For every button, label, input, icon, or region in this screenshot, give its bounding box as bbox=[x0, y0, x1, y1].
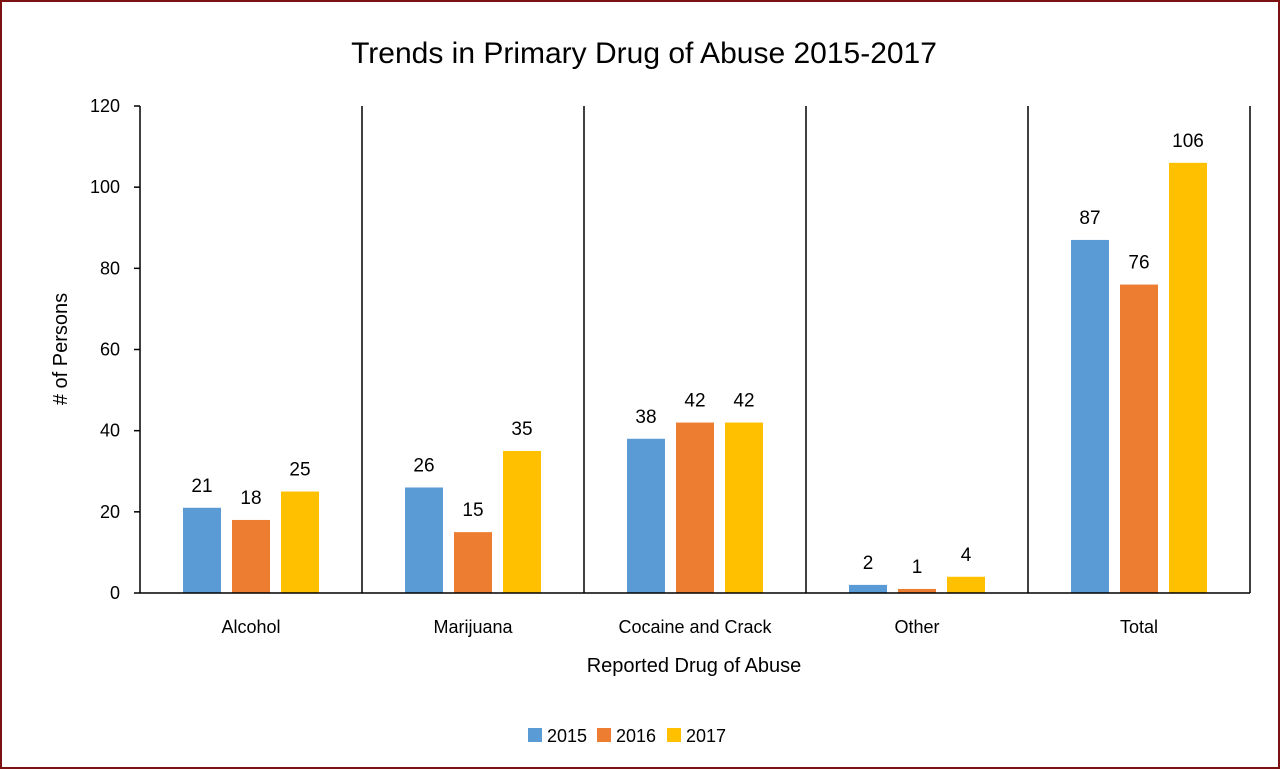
legend-label: 2017 bbox=[686, 726, 726, 746]
x-tick-label: Alcohol bbox=[221, 617, 280, 637]
data-label: 25 bbox=[289, 460, 310, 481]
y-tick-label: 100 bbox=[90, 177, 120, 197]
data-label: 42 bbox=[684, 391, 705, 412]
y-tick-label: 60 bbox=[100, 340, 120, 360]
legend-label: 2015 bbox=[547, 726, 587, 746]
data-label: 1 bbox=[912, 557, 923, 578]
legend-swatch bbox=[528, 728, 542, 742]
bar bbox=[898, 588, 936, 593]
data-label: 76 bbox=[1128, 253, 1149, 274]
x-tick-label: Marijuana bbox=[433, 617, 513, 637]
bar bbox=[183, 507, 221, 593]
legend-label: 2016 bbox=[616, 726, 656, 746]
data-label: 38 bbox=[635, 407, 656, 428]
bar bbox=[627, 438, 665, 593]
bar bbox=[947, 576, 985, 593]
data-label: 21 bbox=[191, 476, 212, 497]
plot-area: 0 20 40 60 80 100 120 Alcohol Marijuana Cocaine a… bbox=[90, 96, 1251, 637]
bar bbox=[1071, 239, 1109, 594]
bar bbox=[676, 422, 714, 593]
x-axis-label: Reported Drug of Abuse bbox=[587, 655, 802, 677]
y-axis-label: # of Persons bbox=[50, 293, 72, 405]
legend-swatch bbox=[597, 728, 611, 742]
data-label: 4 bbox=[961, 545, 972, 566]
y-tick-label: 40 bbox=[100, 421, 120, 441]
data-label: 87 bbox=[1079, 208, 1100, 229]
data-label: 2 bbox=[863, 553, 874, 574]
x-tick-label: Cocaine and Crack bbox=[618, 617, 772, 637]
y-tick-label: 80 bbox=[100, 258, 120, 278]
data-label: 18 bbox=[240, 488, 261, 509]
bar bbox=[503, 450, 541, 593]
bar bbox=[281, 491, 319, 593]
x-tick-label: Other bbox=[894, 617, 939, 637]
x-tick-label: Total bbox=[1120, 617, 1158, 637]
data-label: 35 bbox=[511, 419, 532, 440]
data-label: 42 bbox=[733, 391, 754, 412]
chart-title: Trends in Primary Drug of Abuse 2015-201… bbox=[351, 37, 937, 70]
bar bbox=[849, 584, 887, 593]
y-tick-label: 20 bbox=[100, 502, 120, 522]
data-label: 106 bbox=[1172, 131, 1204, 152]
bar bbox=[725, 422, 763, 593]
y-tick-label: 0 bbox=[110, 583, 120, 603]
bar bbox=[1169, 162, 1207, 594]
legend: 2015 2016 2017 bbox=[528, 726, 726, 746]
bar bbox=[232, 519, 270, 593]
y-tick-label: 120 bbox=[90, 96, 120, 116]
bar bbox=[1120, 284, 1158, 593]
data-label: 15 bbox=[462, 500, 483, 521]
legend-swatch bbox=[667, 728, 681, 742]
bar bbox=[454, 532, 492, 593]
bar bbox=[405, 487, 443, 593]
data-label: 26 bbox=[413, 455, 434, 476]
